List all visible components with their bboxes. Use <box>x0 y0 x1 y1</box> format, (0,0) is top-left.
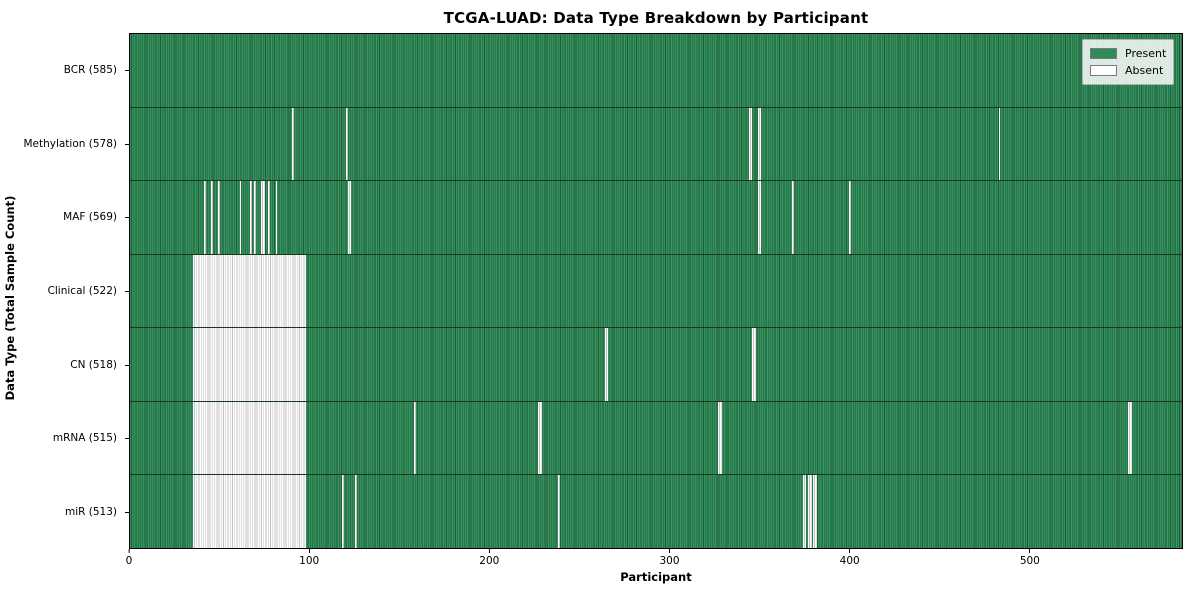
absent-run <box>998 107 1001 181</box>
absent-run <box>802 475 807 549</box>
row-methylation <box>130 107 1182 182</box>
absent-run <box>239 181 242 254</box>
x-tick-label: 300 <box>659 555 680 567</box>
row-clinical <box>130 254 1182 329</box>
absent-run <box>757 107 762 181</box>
row-mir <box>130 475 1182 549</box>
y-tick-label: BCR (585) <box>63 63 117 76</box>
absent-run <box>538 401 542 475</box>
absent-run <box>748 107 753 181</box>
x-tick: 300 <box>659 549 680 567</box>
legend-label-present: Present <box>1125 47 1167 60</box>
absent-run <box>813 475 817 549</box>
absent-run <box>752 328 756 401</box>
x-axis: 0 100 200 300 400 500 <box>125 549 1183 575</box>
absent-run <box>210 181 213 254</box>
absent-run <box>203 181 206 254</box>
y-axis-label-text: Data Type (Total Sample Count) <box>3 195 17 401</box>
x-tick-label: 400 <box>839 555 860 567</box>
row-maf <box>130 181 1182 255</box>
x-tick-mark <box>128 549 130 553</box>
y-tick-label: mRNA (515) <box>52 432 117 445</box>
row-mrna <box>130 401 1182 476</box>
y-tick-label: CN (518) <box>70 358 117 371</box>
x-tick-mark <box>849 549 851 553</box>
absent-run <box>757 181 762 254</box>
y-tick-mark <box>125 217 129 219</box>
absent-run <box>250 181 253 254</box>
absent-run <box>849 181 852 254</box>
row-cn <box>130 328 1182 402</box>
x-tick-label: 200 <box>479 555 500 567</box>
absent-run <box>254 181 256 254</box>
y-axis: BCR (585) Methylation (578) MAF (569) Clini… <box>0 33 129 549</box>
present-swatch-icon <box>1090 48 1117 59</box>
absent-run <box>268 181 271 254</box>
absent-run <box>192 475 307 549</box>
x-tick: 500 <box>1020 549 1040 567</box>
x-tick-label: 0 <box>125 555 133 567</box>
absent-swatch-icon <box>1090 65 1117 76</box>
absent-run <box>275 181 278 254</box>
y-tick-label: miR (513) <box>64 506 117 519</box>
legend-entry-present: Present <box>1090 45 1166 62</box>
legend-label-absent: Absent <box>1125 64 1164 77</box>
absent-run <box>261 181 265 254</box>
y-tick-label: Methylation (578) <box>23 137 117 150</box>
x-tick-mark <box>1029 549 1031 553</box>
legend-entry-absent: Absent <box>1090 62 1166 79</box>
row-bcr <box>130 34 1182 108</box>
y-tick-label: MAF (569) <box>63 211 117 224</box>
x-tick-mark <box>488 549 490 553</box>
x-axis-label: Participant <box>620 570 692 584</box>
x-tick: 0 <box>125 549 133 567</box>
absent-run <box>291 107 294 181</box>
absent-run <box>192 254 307 328</box>
x-tick-label: 100 <box>299 555 320 567</box>
y-tick-mark <box>125 143 129 145</box>
absent-run <box>342 475 344 549</box>
x-tick: 100 <box>299 549 319 567</box>
absent-run <box>791 181 794 254</box>
y-tick-mark <box>125 291 129 292</box>
x-tick-label: 500 <box>1019 555 1040 567</box>
legend: Present Absent <box>1082 39 1174 85</box>
absent-run <box>345 107 348 181</box>
absent-run <box>218 181 220 254</box>
x-tick: 200 <box>479 549 499 567</box>
absent-run <box>347 181 352 254</box>
absent-run <box>1128 401 1132 475</box>
y-tick-mark <box>125 438 129 440</box>
absent-run <box>192 328 307 401</box>
absent-run <box>354 475 357 549</box>
y-tick-mark <box>125 512 129 514</box>
absent-run <box>414 401 416 475</box>
x-tick-mark <box>308 549 310 553</box>
absent-run <box>718 401 722 475</box>
x-tick: 400 <box>840 549 860 567</box>
x-tick-mark <box>668 549 670 553</box>
absent-run <box>807 475 812 549</box>
plot-area <box>129 33 1183 549</box>
absent-run <box>604 328 609 401</box>
y-tick-mark <box>125 364 129 366</box>
y-tick-mark <box>125 69 129 71</box>
chart-title: TCGA-LUAD: Data Type Breakdown by Partic… <box>443 9 869 27</box>
absent-run <box>557 475 560 549</box>
absent-run <box>192 401 307 475</box>
y-axis-label: Data Type (Total Sample Count) <box>3 93 17 401</box>
y-tick-label: Clinical (522) <box>47 285 117 297</box>
